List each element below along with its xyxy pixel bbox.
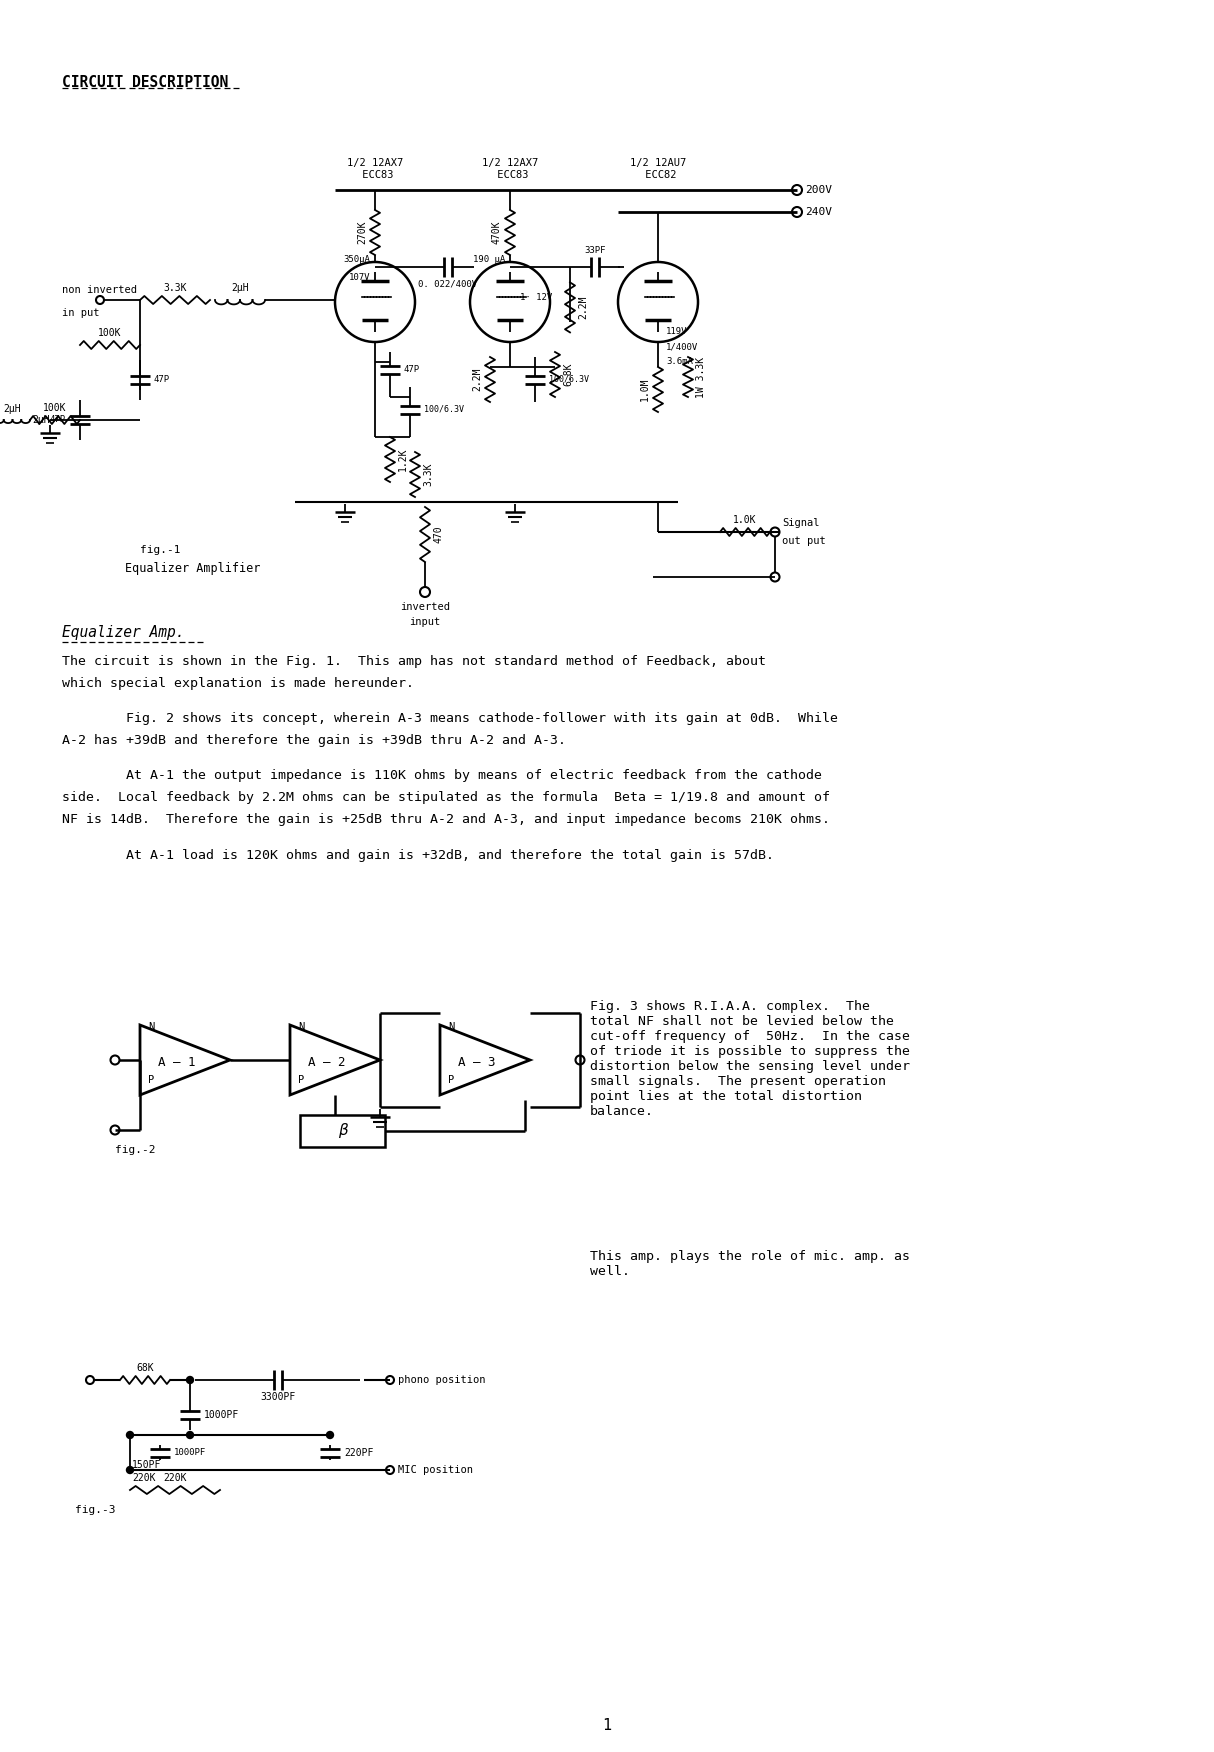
Text: 47P: 47P xyxy=(404,364,420,373)
Text: phono position: phono position xyxy=(398,1375,486,1386)
Text: Fig. 2 shows its concept, wherein A-3 means cathode-follower with its gain at 0d: Fig. 2 shows its concept, wherein A-3 me… xyxy=(62,713,838,725)
Text: 6.8K: 6.8K xyxy=(563,363,573,385)
Text: 470: 470 xyxy=(433,526,443,543)
Text: fig.-1: fig.-1 xyxy=(140,545,181,555)
Text: inverted: inverted xyxy=(399,603,450,611)
Circle shape xyxy=(327,1431,334,1438)
Text: Equalizer Amplifier: Equalizer Amplifier xyxy=(125,562,260,575)
Text: 150PF: 150PF xyxy=(132,1459,161,1470)
Text: 190 μA: 190 μA xyxy=(472,256,505,265)
Text: A – 1: A – 1 xyxy=(158,1056,195,1069)
Text: N: N xyxy=(448,1021,454,1032)
Text: 1: 1 xyxy=(602,1717,612,1733)
Text: input: input xyxy=(409,617,441,627)
Circle shape xyxy=(187,1431,193,1438)
Circle shape xyxy=(187,1377,193,1384)
Text: A-2 has +39dB and therefore the gain is +39dB thru A-2 and A-3.: A-2 has +39dB and therefore the gain is … xyxy=(62,734,566,746)
Circle shape xyxy=(126,1466,134,1473)
Text: 1.2K: 1.2K xyxy=(398,449,408,471)
Text: 240V: 240V xyxy=(805,207,832,217)
Text: 3.6mA: 3.6mA xyxy=(666,357,693,366)
Text: 350μA: 350μA xyxy=(344,256,370,265)
Text: 47P: 47P xyxy=(154,375,170,384)
Text: 100/6.3V: 100/6.3V xyxy=(549,375,589,384)
Text: 3.3K: 3.3K xyxy=(422,463,433,487)
Text: 0. 022/400V: 0. 022/400V xyxy=(418,279,477,289)
Text: N: N xyxy=(297,1021,305,1032)
Text: 107V: 107V xyxy=(348,273,370,282)
Text: 1/2 12AX7
 ECC83: 1/2 12AX7 ECC83 xyxy=(482,158,538,180)
Circle shape xyxy=(126,1431,134,1438)
Bar xyxy=(300,1114,385,1148)
Text: 100K: 100K xyxy=(44,403,67,413)
Text: which special explanation is made hereunder.: which special explanation is made hereun… xyxy=(62,676,414,690)
Text: 220K: 220K xyxy=(132,1473,155,1482)
Text: 33PF: 33PF xyxy=(584,247,606,256)
Text: 1· 12V: 1· 12V xyxy=(520,293,552,301)
Text: MIC position: MIC position xyxy=(398,1465,473,1475)
Text: 3300PF: 3300PF xyxy=(260,1393,295,1402)
Text: 68K: 68K xyxy=(136,1363,154,1374)
Text: 2μH: 2μH xyxy=(33,415,50,426)
Text: The circuit is shown in the Fig. 1.  This amp has not standard method of Feedbac: The circuit is shown in the Fig. 1. This… xyxy=(62,655,766,668)
Text: 270K: 270K xyxy=(357,221,367,244)
Text: 2μH: 2μH xyxy=(231,282,249,293)
Text: Signal: Signal xyxy=(782,519,819,527)
Text: 2μH: 2μH xyxy=(4,405,22,413)
Text: 119V: 119V xyxy=(666,328,687,336)
Text: out put: out put xyxy=(782,536,826,547)
Text: At A-1 the output impedance is 110K ohms by means of electric feedback from the : At A-1 the output impedance is 110K ohms… xyxy=(62,769,822,783)
Text: Fig. 3 shows R.I.A.A. complex.  The
total NF shall not be levied below the
cut-o: Fig. 3 shows R.I.A.A. complex. The total… xyxy=(590,1000,910,1118)
Text: 1.0K: 1.0K xyxy=(733,515,756,526)
Text: β: β xyxy=(337,1123,347,1139)
Text: in put: in put xyxy=(62,308,100,319)
Text: non inverted: non inverted xyxy=(62,286,137,294)
Text: fig.-3: fig.-3 xyxy=(75,1505,115,1515)
Text: 1/400V: 1/400V xyxy=(666,342,698,352)
Text: P: P xyxy=(297,1076,305,1084)
Text: 1/2 12AU7
 ECC82: 1/2 12AU7 ECC82 xyxy=(630,158,686,180)
Text: This amp. plays the role of mic. amp. as
well.: This amp. plays the role of mic. amp. as… xyxy=(590,1249,910,1277)
Text: fig.-2: fig.-2 xyxy=(115,1146,155,1155)
Text: CIRCUIT DESCRIPTION: CIRCUIT DESCRIPTION xyxy=(62,75,228,89)
Text: 470K: 470K xyxy=(492,221,503,244)
Text: side.  Local feedback by 2.2M ohms can be stipulated as the formula  Beta = 1/19: side. Local feedback by 2.2M ohms can be… xyxy=(62,792,830,804)
Text: 1000PF: 1000PF xyxy=(174,1447,206,1458)
Text: 200V: 200V xyxy=(805,186,832,194)
Text: 100/6.3V: 100/6.3V xyxy=(424,405,464,413)
Text: NF is 14dB.  Therefore the gain is +25dB thru A-2 and A-3, and input impedance b: NF is 14dB. Therefore the gain is +25dB … xyxy=(62,813,830,827)
Text: A – 2: A – 2 xyxy=(308,1056,346,1069)
Text: 100K: 100K xyxy=(98,328,121,338)
Text: 220PF: 220PF xyxy=(344,1447,374,1458)
Text: 2.2M: 2.2M xyxy=(578,296,588,319)
Text: A – 3: A – 3 xyxy=(458,1056,495,1069)
Text: At A-1 load is 120K ohms and gain is +32dB, and therefore the total gain is 57dB: At A-1 load is 120K ohms and gain is +32… xyxy=(62,848,775,862)
Text: N: N xyxy=(148,1021,154,1032)
Text: 2.2M: 2.2M xyxy=(472,368,482,391)
Text: 1/2 12AX7
 ECC83: 1/2 12AX7 ECC83 xyxy=(347,158,403,180)
Text: P: P xyxy=(448,1076,454,1084)
Text: 1.0M: 1.0M xyxy=(640,378,649,401)
Text: 3.3K: 3.3K xyxy=(163,284,187,293)
Text: Equalizer Amp.: Equalizer Amp. xyxy=(62,625,185,639)
Text: 1W 3.3K: 1W 3.3K xyxy=(696,356,707,398)
Text: 47P: 47P xyxy=(50,415,66,424)
Text: P: P xyxy=(148,1076,154,1084)
Text: 220K: 220K xyxy=(163,1473,187,1482)
Text: 1000PF: 1000PF xyxy=(204,1410,239,1421)
